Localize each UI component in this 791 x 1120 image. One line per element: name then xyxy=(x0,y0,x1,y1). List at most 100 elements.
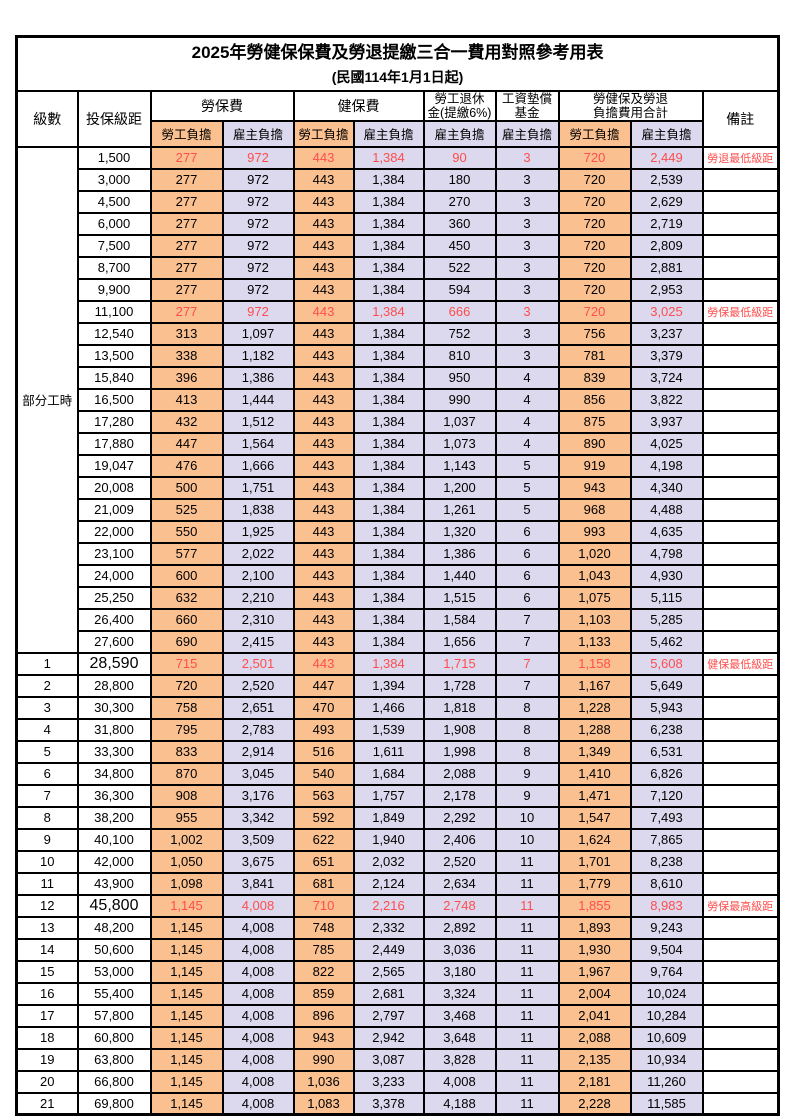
value-cell: 1,228 xyxy=(557,695,632,720)
value-cell: 4,025 xyxy=(629,431,704,456)
value-cell: 450 xyxy=(422,233,497,258)
bracket-cell: 25,250 xyxy=(76,585,152,610)
value-cell: 270 xyxy=(422,189,497,214)
value-cell: 11 xyxy=(494,959,560,984)
value-cell: 516 xyxy=(292,739,355,764)
value-cell: 2,892 xyxy=(422,915,497,940)
bracket-cell: 34,800 xyxy=(76,761,152,786)
value-cell: 3,841 xyxy=(221,871,295,896)
value-cell: 3,324 xyxy=(422,981,497,1006)
value-cell: 990 xyxy=(292,1047,355,1072)
value-cell: 313 xyxy=(149,321,224,346)
value-cell: 955 xyxy=(149,805,224,830)
table-row: 23,100 577 2,022 443 1,384 1,386 6 1,020 4,798 xyxy=(17,541,780,566)
bracket-cell: 19,047 xyxy=(76,453,152,478)
header-sub-row: 勞工負擔 雇主負擔 勞工負擔 雇主負擔 雇主負擔 雇主負擔 勞工負擔 雇主負擔 xyxy=(17,119,779,148)
value-cell: 443 xyxy=(292,167,355,192)
value-cell: 2,210 xyxy=(221,585,295,610)
bracket-cell: 6,000 xyxy=(76,211,152,236)
value-cell: 993 xyxy=(557,519,632,544)
value-cell: 1,930 xyxy=(557,937,632,962)
value-cell: 1,855 xyxy=(557,893,632,918)
subheader-pension-employer: 雇主負擔 xyxy=(422,119,497,148)
bracket-cell: 17,880 xyxy=(76,431,152,456)
table-row: 25,250 632 2,210 443 1,384 1,515 6 1,075 5,115 xyxy=(17,585,780,610)
value-cell: 1,624 xyxy=(557,827,632,852)
value-cell: 3 xyxy=(494,255,560,280)
value-cell: 1,512 xyxy=(221,409,295,434)
value-cell: 8 xyxy=(494,739,560,764)
table-row: 3,000 277 972 443 1,384 180 3 720 2,539 xyxy=(17,167,780,192)
value-cell: 5,649 xyxy=(629,673,704,698)
value-cell: 277 xyxy=(149,211,224,236)
value-cell: 4,008 xyxy=(221,893,295,918)
table-row: 9 40,100 1,002 3,509 622 1,940 2,406 10 1,624 7,8… xyxy=(15,827,780,852)
value-cell: 563 xyxy=(292,783,355,808)
value-cell: 2,124 xyxy=(352,871,425,896)
value-cell: 1,384 xyxy=(352,145,425,170)
value-cell: 600 xyxy=(149,563,224,588)
table-row: 8,700 277 972 443 1,384 522 3 720 2,881 xyxy=(17,255,780,280)
pension-header-line1: 勞工退休 xyxy=(434,91,485,106)
bracket-cell: 12,540 xyxy=(76,321,152,346)
value-cell: 11 xyxy=(494,893,560,918)
value-cell: 9,243 xyxy=(629,915,704,940)
level-cell: 17 xyxy=(15,1003,79,1028)
value-cell: 7 xyxy=(494,629,560,654)
value-cell: 1,908 xyxy=(422,717,497,742)
level-cell: 15 xyxy=(15,959,79,984)
value-cell: 1,940 xyxy=(352,827,425,852)
value-cell: 2,953 xyxy=(629,277,704,302)
value-cell: 8 xyxy=(494,695,560,720)
table-row: 2 28,800 720 2,520 447 1,394 1,728 7 1,167 5,649 xyxy=(15,673,780,698)
value-cell: 2,449 xyxy=(352,937,425,962)
value-cell: 972 xyxy=(221,255,295,280)
value-cell: 1,849 xyxy=(352,805,425,830)
value-cell: 2,216 xyxy=(352,893,425,918)
value-cell: 1,584 xyxy=(422,607,497,632)
value-cell: 6 xyxy=(494,519,560,544)
value-cell: 11 xyxy=(494,915,560,940)
value-cell: 1,471 xyxy=(557,783,632,808)
value-cell: 2,100 xyxy=(221,563,295,588)
value-cell: 4,930 xyxy=(629,563,704,588)
value-cell: 5,115 xyxy=(629,585,704,610)
value-cell: 4 xyxy=(494,409,560,434)
bracket-cell: 40,100 xyxy=(76,827,152,852)
value-cell: 3 xyxy=(494,211,560,236)
table-row: 16,500 413 1,444 443 1,384 990 4 856 3,822 xyxy=(17,387,780,412)
value-cell: 1,384 xyxy=(352,387,425,412)
value-cell: 1,384 xyxy=(352,233,425,258)
value-cell: 1,757 xyxy=(352,783,425,808)
value-cell: 5 xyxy=(494,497,560,522)
value-cell: 277 xyxy=(149,189,224,214)
bracket-cell: 23,100 xyxy=(76,541,152,566)
value-cell: 839 xyxy=(557,365,632,390)
value-cell: 2,088 xyxy=(557,1025,632,1050)
table-row: 14 50,600 1,145 4,008 785 2,449 3,036 11 1,930 9,… xyxy=(15,937,780,962)
level-cell: 5 xyxy=(15,739,79,764)
value-cell: 277 xyxy=(149,277,224,302)
value-cell: 3 xyxy=(494,189,560,214)
value-cell: 10,934 xyxy=(629,1047,704,1072)
value-cell: 3,045 xyxy=(221,761,295,786)
value-cell: 3,180 xyxy=(422,959,497,984)
value-cell: 443 xyxy=(292,321,355,346)
remark-cell xyxy=(701,453,780,478)
fund-header-line1: 工資墊償 xyxy=(501,91,552,106)
level-cell: 8 xyxy=(15,805,79,830)
remark-cell xyxy=(701,695,780,720)
value-cell: 1,097 xyxy=(221,321,295,346)
value-cell: 443 xyxy=(292,189,355,214)
level-cell: 18 xyxy=(15,1025,79,1050)
bracket-cell: 1,500 xyxy=(76,145,152,170)
value-cell: 7,120 xyxy=(629,783,704,808)
value-cell: 443 xyxy=(292,541,355,566)
col-header-remark: 備註 xyxy=(701,89,780,148)
value-cell: 277 xyxy=(149,299,224,324)
remark-cell xyxy=(701,959,780,984)
value-cell: 1,384 xyxy=(352,519,425,544)
value-cell: 795 xyxy=(149,717,224,742)
bracket-cell: 55,400 xyxy=(76,981,152,1006)
value-cell: 1,167 xyxy=(557,673,632,698)
